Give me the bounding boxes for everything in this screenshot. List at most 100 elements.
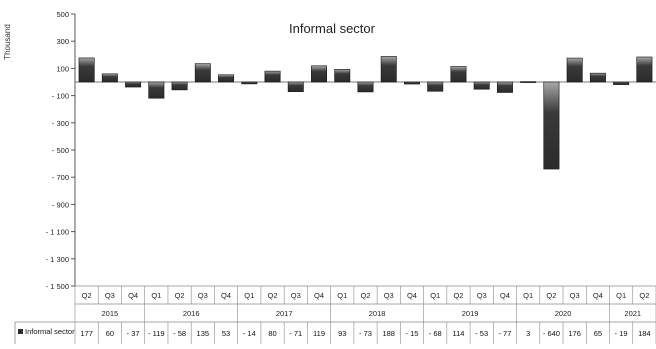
bar [171, 81, 188, 91]
bar [589, 72, 606, 83]
year-label: 2018 [369, 309, 386, 318]
quarter-label: Q1 [430, 291, 440, 300]
quarter-label: Q1 [616, 291, 626, 300]
quarter-label: Q4 [500, 291, 510, 300]
bar [194, 63, 211, 83]
quarter-label: Q2 [360, 291, 370, 300]
bar [473, 81, 490, 90]
bar [334, 69, 351, 83]
bars [78, 56, 653, 170]
y-tick-label: 300 [56, 37, 69, 46]
data-value-label: 188 [382, 329, 395, 338]
quarter-label: Q1 [337, 291, 347, 300]
data-value-label: 80 [268, 329, 276, 338]
bar [496, 81, 513, 93]
data-value-label: 3 [526, 329, 530, 338]
y-tick-label: - 700 [52, 173, 69, 182]
quarter-label: Q4 [128, 291, 138, 300]
data-value-label: 65 [594, 329, 602, 338]
bar [264, 70, 281, 83]
bar [520, 81, 537, 83]
year-label: 2017 [276, 309, 293, 318]
year-label: 2019 [462, 309, 479, 318]
bar [613, 81, 630, 85]
data-value-label: 119 [313, 329, 325, 338]
data-value-label: - 14 [243, 329, 256, 338]
year-label: 2015 [102, 309, 119, 318]
year-label: 2020 [555, 309, 572, 318]
data-value-label: - 77 [498, 329, 511, 338]
data-value-label: - 53 [475, 329, 488, 338]
data-value-label: 53 [222, 329, 230, 338]
quarter-label: Q3 [105, 291, 115, 300]
y-tick-label: - 500 [52, 146, 69, 155]
year-label: 2016 [183, 309, 200, 318]
y-axis-label: Thousand [3, 24, 12, 60]
data-value-label: - 19 [615, 329, 628, 338]
quarter-label: Q3 [198, 291, 208, 300]
quarter-label: Q2 [175, 291, 185, 300]
bar [357, 81, 374, 93]
data-value-label: 93 [338, 329, 346, 338]
y-tick-label: - 1 300 [46, 255, 69, 264]
quarter-label: Q2 [546, 291, 556, 300]
quarter-label: Q3 [291, 291, 301, 300]
bar [380, 56, 397, 83]
data-value-label: 184 [638, 329, 651, 338]
quarter-label: Q4 [314, 291, 324, 300]
bar [218, 74, 235, 83]
y-tick-label: - 1 100 [46, 228, 69, 237]
quarter-label: Q2 [639, 291, 649, 300]
bar [404, 81, 420, 85]
data-value-label: - 73 [359, 329, 372, 338]
data-value-label: - 15 [406, 329, 419, 338]
data-value-label: - 119 [148, 329, 165, 338]
data-value-label: - 58 [173, 329, 186, 338]
data-value-label: - 71 [289, 329, 302, 338]
bar [311, 65, 327, 83]
bar [450, 66, 467, 83]
quarter-label: Q4 [407, 291, 417, 300]
y-tick-label: 500 [56, 10, 69, 19]
quarter-label: Q4 [593, 291, 603, 300]
data-value-label: - 640 [543, 329, 560, 338]
data-value-label: 114 [452, 329, 464, 338]
bar [101, 73, 118, 83]
quarter-label: Q3 [384, 291, 394, 300]
legend-label: Informal sector [25, 327, 75, 336]
data-value-label: 176 [568, 329, 581, 338]
quarter-label: Q1 [151, 291, 161, 300]
quarter-label: Q1 [523, 291, 533, 300]
data-value-label: 177 [80, 329, 93, 338]
y-tick-label: 100 [56, 64, 69, 73]
quarter-label: Q2 [453, 291, 463, 300]
year-label: 2021 [624, 309, 641, 318]
axes: 500 300 100 - 100 - 300 - 500 - 700 - 900 - 1 10… [46, 10, 656, 291]
bar [287, 81, 304, 92]
bar [543, 81, 560, 170]
y-tick-label: - 900 [52, 200, 69, 209]
y-tick-label: - 100 [52, 92, 69, 101]
data-table: Q2 Q3 Q4 Q1 Q2 Q3 Q4 Q1 Q2 Q3 Q4 Q1 Q2 Q3 Q4 Q1 Q2 Q3 Q4 Q1… [14, 285, 656, 344]
bar [241, 81, 258, 85]
chart-title: Informal sector [289, 21, 376, 36]
quarter-label: Q3 [570, 291, 580, 300]
quarter-label: Q2 [82, 291, 92, 300]
y-tick-label: - 1 500 [46, 282, 69, 291]
bar [566, 57, 583, 83]
bar [636, 56, 653, 83]
quarter-label: Q2 [268, 291, 278, 300]
bar [78, 57, 95, 83]
data-value-label: 60 [106, 329, 114, 338]
bar [427, 81, 444, 92]
data-value-label: 135 [197, 329, 210, 338]
data-value-label: - 37 [127, 329, 140, 338]
bar [125, 81, 142, 88]
quarter-label: Q4 [221, 291, 231, 300]
quarter-label: Q1 [244, 291, 254, 300]
quarter-label: Q3 [477, 291, 487, 300]
y-tick-label: - 300 [52, 119, 69, 128]
data-value-label: - 68 [429, 329, 442, 338]
